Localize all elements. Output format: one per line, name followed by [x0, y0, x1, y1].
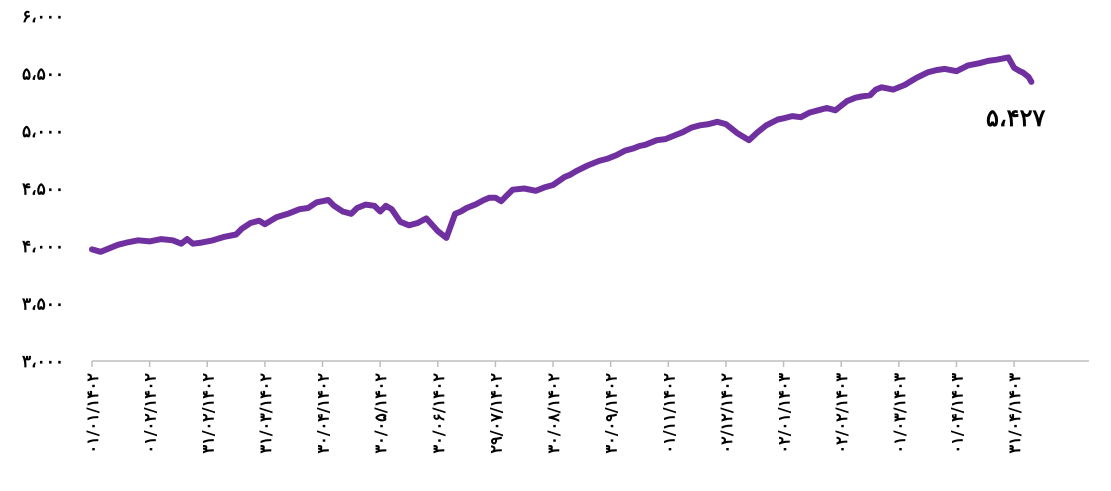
y-tick-label: ۵،۵۰۰: [22, 65, 64, 85]
x-axis-tick-labels: ۰۱/۰۱/۱۴۰۲ ۰۱/۰۲/۱۴۰۲ ۳۱/۰۲/۱۴۰۲ ۳۱/۰۳/۱۴۰۲…: [83, 373, 1024, 454]
x-tick-label: ۰۱/۰۳/۱۴۰۳: [890, 373, 909, 454]
x-tick-label: ۳۰/۰۸/۱۴۰۲: [544, 373, 563, 454]
y-axis-ticks: ۳،۰۰۰ ۳،۵۰۰ ۴،۰۰۰ ۴،۵۰۰ ۵،۰۰۰ ۵،۵۰۰ ۶،۰۰۰: [22, 7, 64, 372]
x-tick-label: ۰۱/۰۱/۱۴۰۲: [83, 373, 102, 454]
x-tick-label: ۳۱/۰۴/۱۴۰۳: [1005, 373, 1024, 454]
x-tick-label: ۳۰/۰۴/۱۴۰۲: [314, 373, 333, 454]
x-tick-label: ۰۲/۰۱/۱۴۰۳: [775, 373, 794, 454]
y-tick-label: ۴،۰۰۰: [22, 237, 64, 257]
y-tick-label: ۶،۰۰۰: [22, 7, 64, 27]
x-tick-label: ۳۰/۰۹/۱۴۰۲: [602, 373, 621, 454]
x-tick-label: ۳۰/۰۵/۱۴۰۲: [371, 373, 390, 454]
x-tick-label: ۳۰/۰۶/۱۴۰۲: [429, 373, 448, 454]
last-value-label: ۵،۴۲۷: [986, 103, 1045, 132]
y-tick-label: ۴،۵۰۰: [22, 180, 64, 200]
x-axis-tickmarks: [91, 361, 1015, 367]
x-tick-label: ۰۲/۱۲/۱۴۰۲: [717, 373, 736, 454]
y-tick-label: ۳،۰۰۰: [22, 352, 64, 372]
x-tick-label: ۳۱/۰۲/۱۴۰۲: [198, 373, 217, 454]
y-tick-label: ۵،۰۰۰: [22, 122, 64, 142]
series-line: [89, 54, 1035, 255]
x-tick-label: ۰۱/۱۱/۱۴۰۲: [659, 373, 678, 454]
x-tick-label: ۰۲/۰۲/۱۴۰۳: [832, 373, 851, 454]
x-tick-label: ۳۱/۰۳/۱۴۰۲: [256, 373, 275, 454]
x-tick-label: ۰۱/۰۴/۱۴۰۳: [947, 373, 966, 454]
y-tick-label: ۳،۵۰۰: [22, 295, 64, 315]
x-tick-label: ۲۹/۰۷/۱۴۰۲: [486, 373, 505, 454]
x-tick-label: ۰۱/۰۲/۱۴۰۲: [141, 373, 160, 454]
